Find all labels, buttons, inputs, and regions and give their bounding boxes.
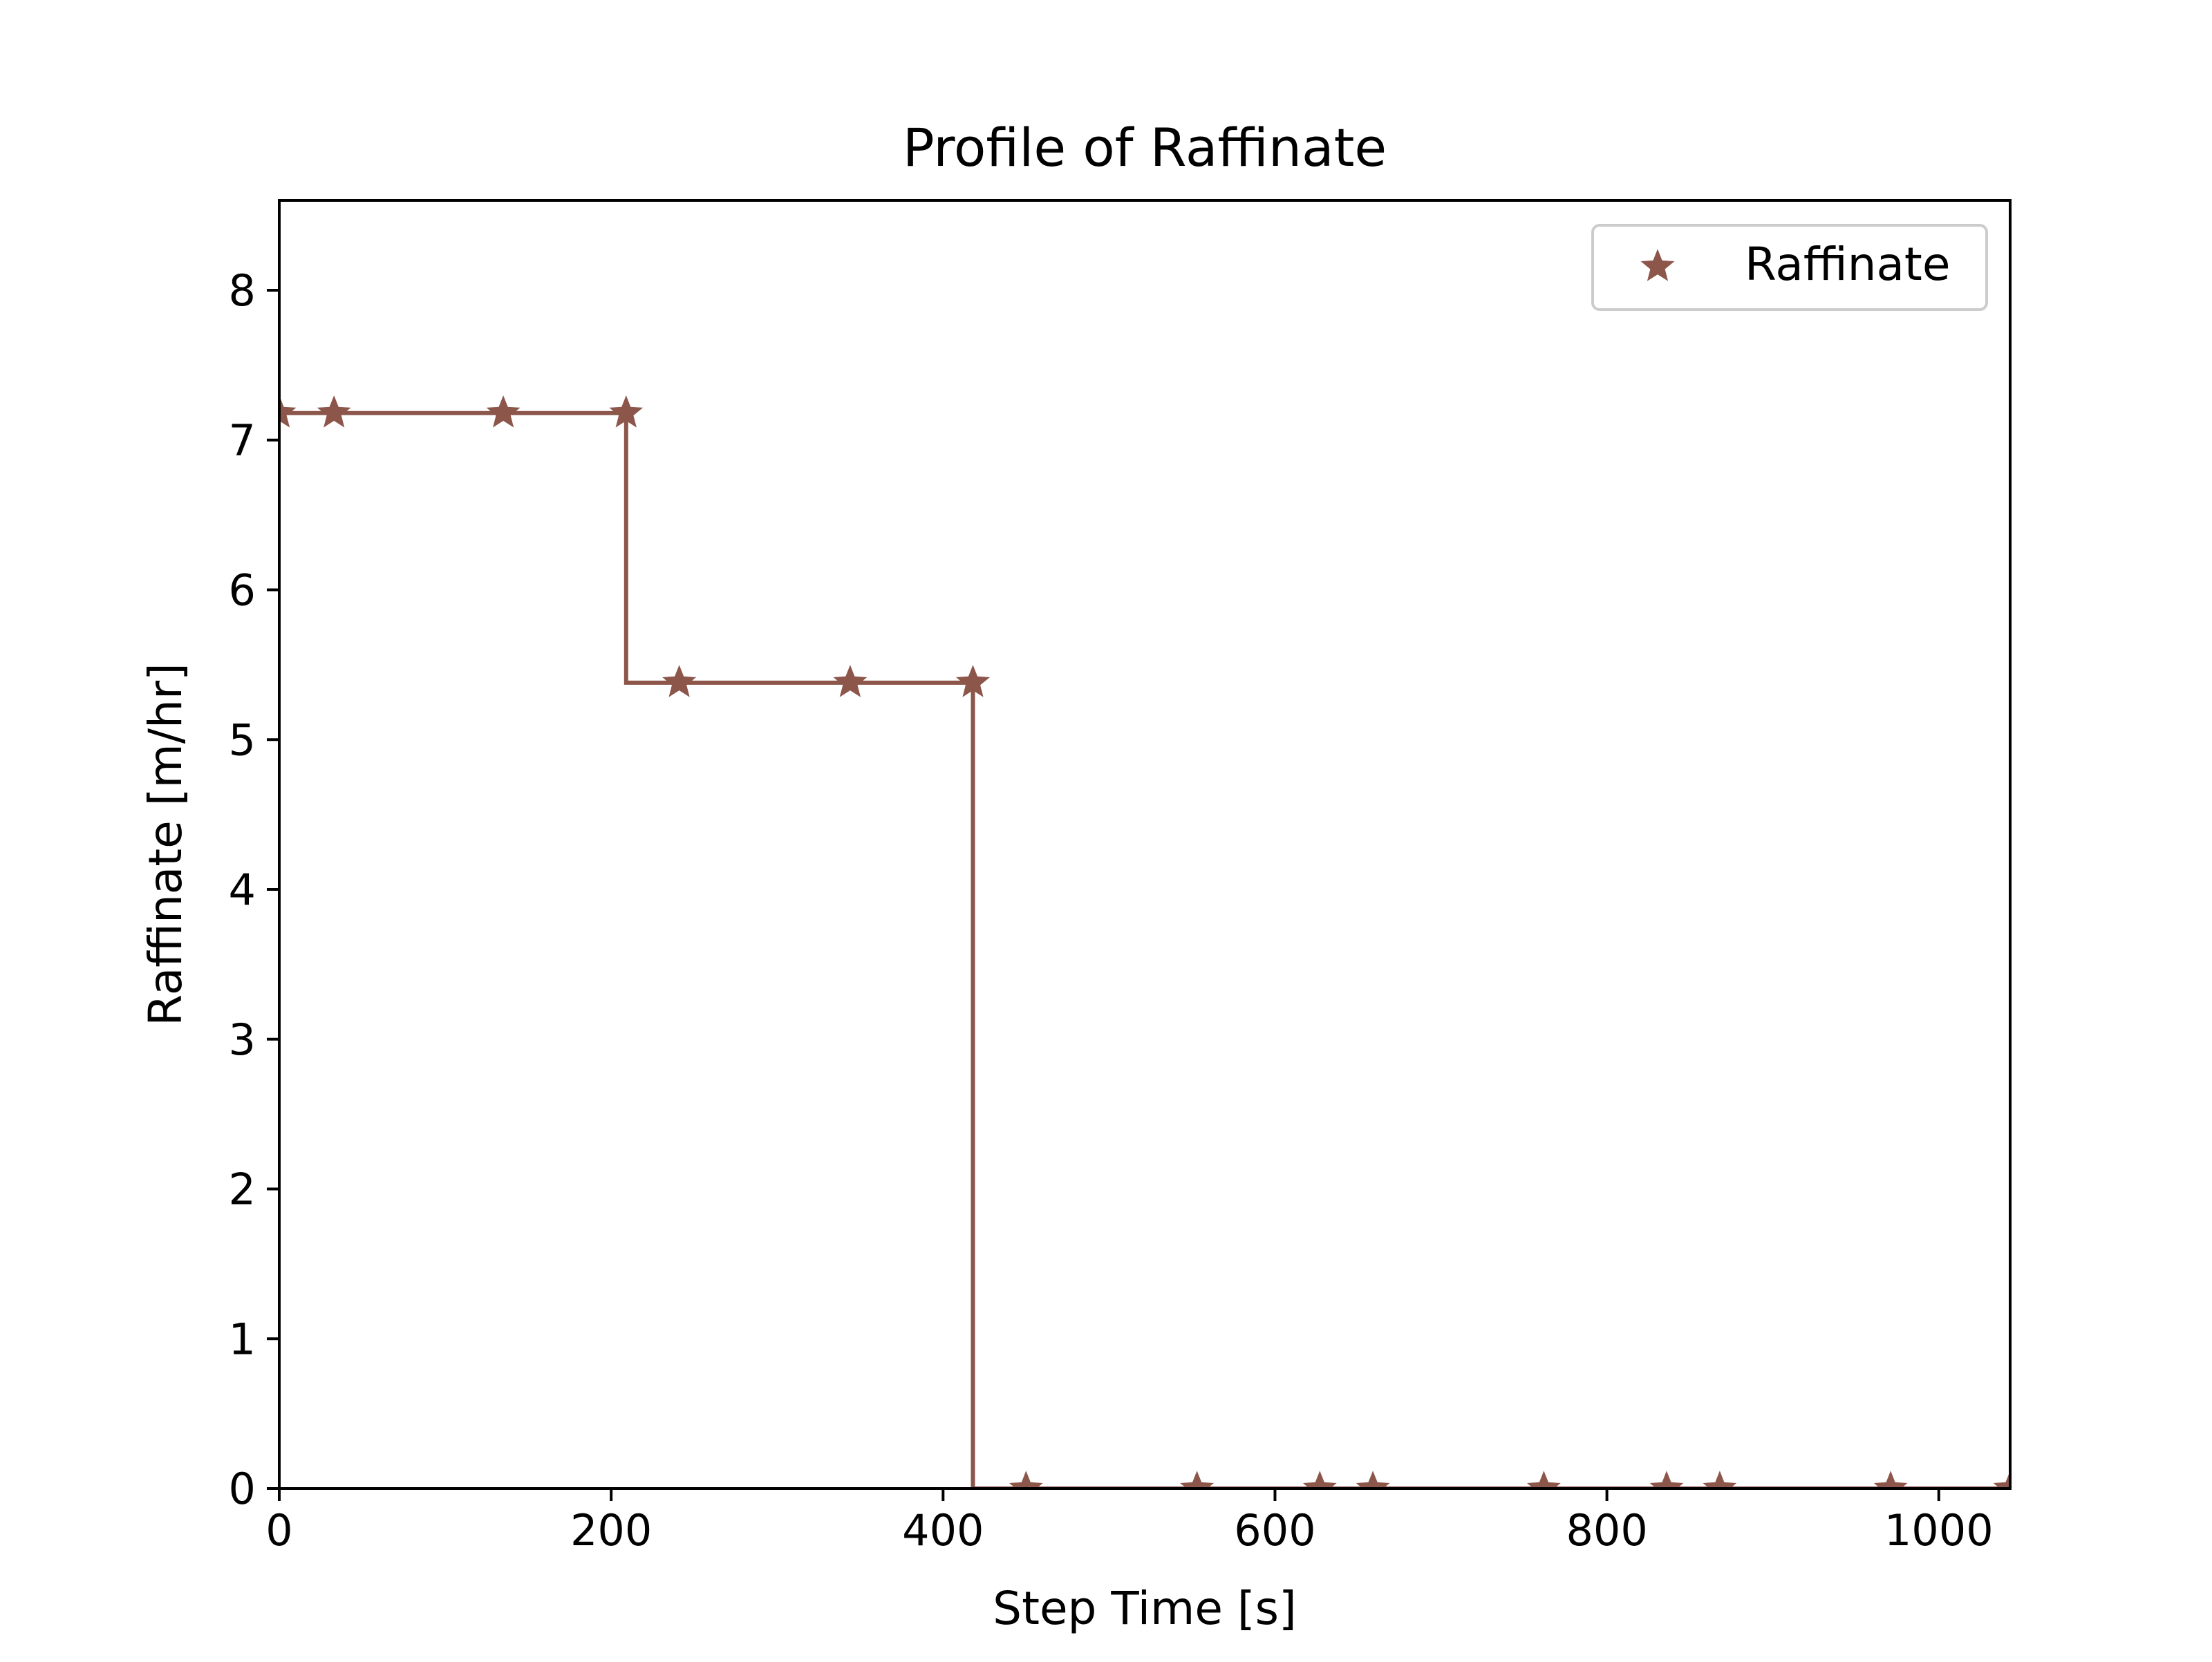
legend-marker-star-icon	[1640, 249, 1675, 281]
data-point-star-icon	[1649, 1471, 1684, 1489]
data-point-star-icon	[1180, 1471, 1215, 1489]
plot-frame	[278, 199, 2012, 1490]
series-line	[279, 410, 2010, 1489]
x-tick-label: 400	[902, 1505, 984, 1556]
data-point-star-icon	[609, 395, 644, 428]
series-layer	[279, 395, 2010, 1489]
legend-box	[1591, 224, 1988, 311]
data-point-star-icon	[1009, 1471, 1043, 1489]
y-tick-label: 8	[229, 265, 256, 316]
y-tick-label: 1	[229, 1314, 256, 1364]
x-tick-label: 200	[570, 1505, 652, 1556]
y-axis: 0 1 2 3 4 5 6 7 8	[229, 265, 279, 1514]
data-point-star-icon	[1356, 1471, 1390, 1489]
legend-label-raffinate: Raffinate	[1745, 238, 1950, 291]
x-tick-label: 0	[265, 1505, 292, 1556]
data-point-star-icon	[486, 395, 521, 428]
y-tick-label: 7	[229, 415, 256, 466]
chart-title: Profile of Raffinate	[903, 117, 1387, 178]
data-point-star-icon	[1993, 1471, 2010, 1489]
data-point-star-icon	[1526, 1471, 1561, 1489]
x-tick-label: 1000	[1884, 1505, 1994, 1556]
y-axis-label: Raffinate [m/hr]	[139, 663, 192, 1026]
data-point-star-icon	[279, 395, 297, 428]
y-tick-label: 0	[229, 1464, 256, 1514]
data-point-star-icon	[1873, 1471, 1908, 1489]
y-tick-label: 5	[229, 715, 256, 765]
y-tick-label: 6	[229, 565, 256, 616]
x-axis: 0 200 400 600 800 1000	[265, 1489, 1994, 1556]
data-point-star-icon	[956, 665, 990, 697]
legend: Raffinate	[1591, 224, 1988, 311]
series-raffinate	[279, 395, 2010, 1489]
y-tick-label: 4	[229, 865, 256, 915]
data-point-star-icon	[662, 665, 697, 697]
data-point-star-icon	[1302, 1471, 1337, 1489]
x-axis-label: Step Time [s]	[993, 1582, 1297, 1635]
x-tick-label: 800	[1566, 1505, 1647, 1556]
data-point-star-icon	[833, 665, 868, 697]
y-tick-label: 3	[229, 1014, 256, 1065]
y-tick-label: 2	[229, 1164, 256, 1215]
data-point-star-icon	[317, 395, 351, 428]
x-tick-label: 600	[1234, 1505, 1315, 1556]
data-point-star-icon	[1703, 1471, 1737, 1489]
